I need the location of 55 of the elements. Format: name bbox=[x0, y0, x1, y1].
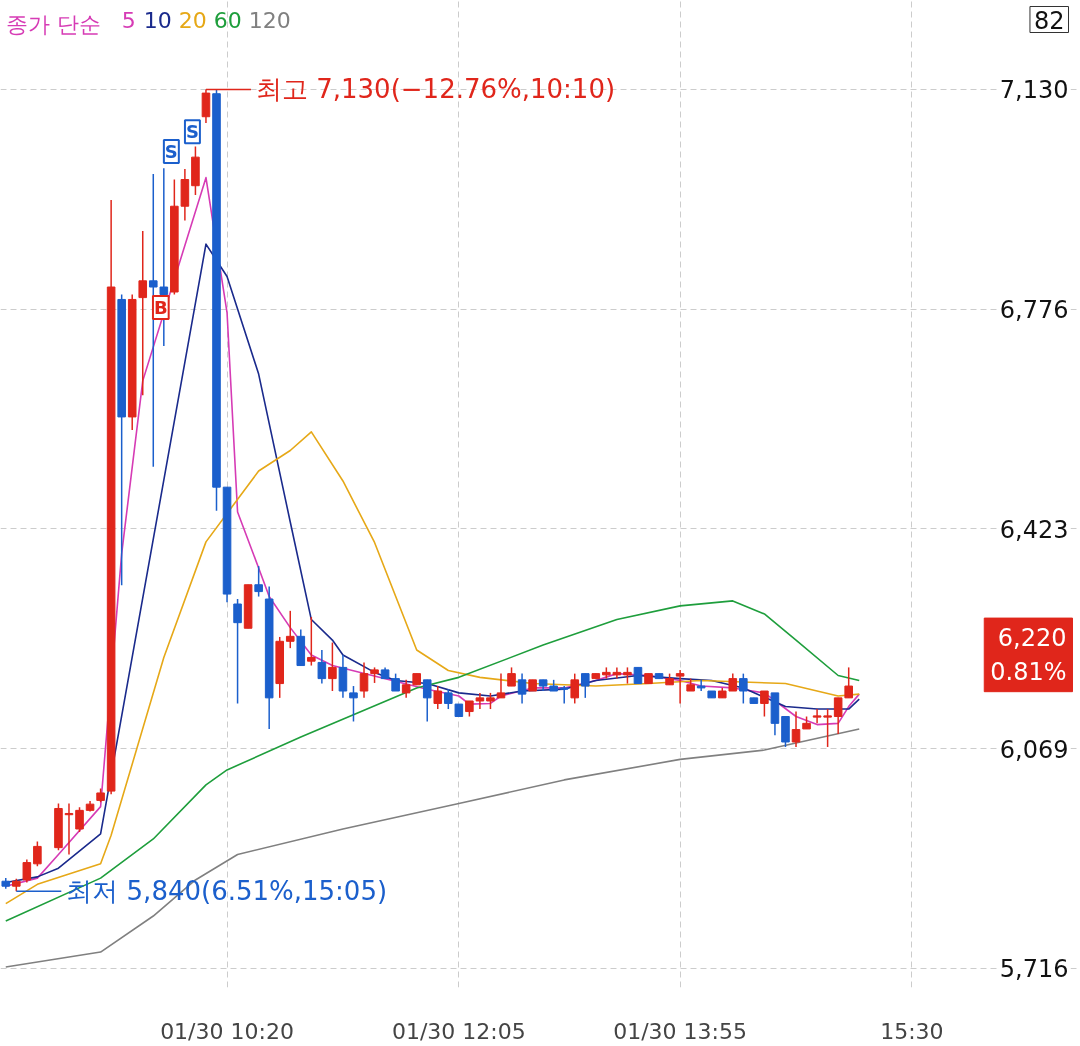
candlestick bbox=[33, 840, 42, 868]
y-tick-label: 6,423 bbox=[999, 515, 1069, 544]
candlestick bbox=[307, 616, 316, 667]
candlestick bbox=[580, 672, 590, 699]
text: 5 bbox=[121, 8, 136, 34]
candlestick bbox=[328, 641, 337, 692]
candlestick bbox=[338, 654, 348, 699]
candlestick bbox=[833, 697, 843, 735]
candlestick bbox=[75, 806, 84, 833]
text: 120 bbox=[248, 8, 291, 34]
legend-title: 종가 단순 bbox=[5, 12, 101, 38]
candlestick bbox=[138, 230, 148, 396]
text: 20 bbox=[178, 8, 207, 34]
candlestick bbox=[233, 598, 242, 705]
x-tick-label: 01/30 10:20 bbox=[160, 1018, 294, 1044]
annotation: 최고 7,130(−12.76%,10:10) bbox=[255, 74, 616, 105]
candlestick bbox=[507, 666, 516, 687]
data-label: B bbox=[153, 297, 168, 319]
candlestick bbox=[739, 672, 748, 705]
x-tick-label: 01/30 12:05 bbox=[391, 1018, 526, 1044]
x-tick-label: 15:30 bbox=[880, 1018, 944, 1044]
candlestick bbox=[422, 679, 432, 723]
y-tick-label: 6,069 bbox=[999, 735, 1069, 764]
text: 6,220 0.81% bbox=[990, 624, 1067, 686]
annotation: 최저 5,840(6.51%,15:05) bbox=[66, 876, 388, 907]
candlestick bbox=[285, 610, 295, 649]
data-label: S bbox=[164, 141, 178, 163]
line-series bbox=[4, 431, 861, 905]
candlestick bbox=[570, 672, 580, 705]
candlestick bbox=[349, 685, 358, 723]
text: 60 bbox=[213, 8, 242, 34]
candlestick bbox=[844, 666, 853, 699]
candlestick bbox=[791, 710, 801, 748]
candlestick bbox=[317, 649, 327, 685]
y-tick-label: 7,130 bbox=[999, 76, 1069, 105]
text: 82 bbox=[1033, 6, 1065, 35]
candlestick bbox=[517, 672, 527, 705]
candlestick bbox=[401, 679, 411, 699]
candlestick bbox=[433, 685, 443, 710]
candlestick bbox=[359, 661, 369, 699]
candlestick bbox=[22, 858, 32, 884]
text: 10 bbox=[143, 8, 172, 34]
candlestick bbox=[254, 565, 263, 598]
candlestick bbox=[475, 692, 485, 710]
candlestick bbox=[675, 669, 685, 705]
y-tick-label: 6,776 bbox=[999, 296, 1069, 325]
candlestick bbox=[559, 685, 569, 705]
candlestick bbox=[760, 690, 769, 718]
candlestick bbox=[444, 688, 453, 710]
line-series bbox=[4, 728, 861, 968]
data-label: S bbox=[185, 121, 199, 143]
y-tick-label: 5,716 bbox=[999, 955, 1069, 984]
candlestick bbox=[496, 672, 506, 699]
line-series bbox=[4, 600, 861, 922]
x-tick-label: 01/30 13:55 bbox=[613, 1018, 748, 1044]
